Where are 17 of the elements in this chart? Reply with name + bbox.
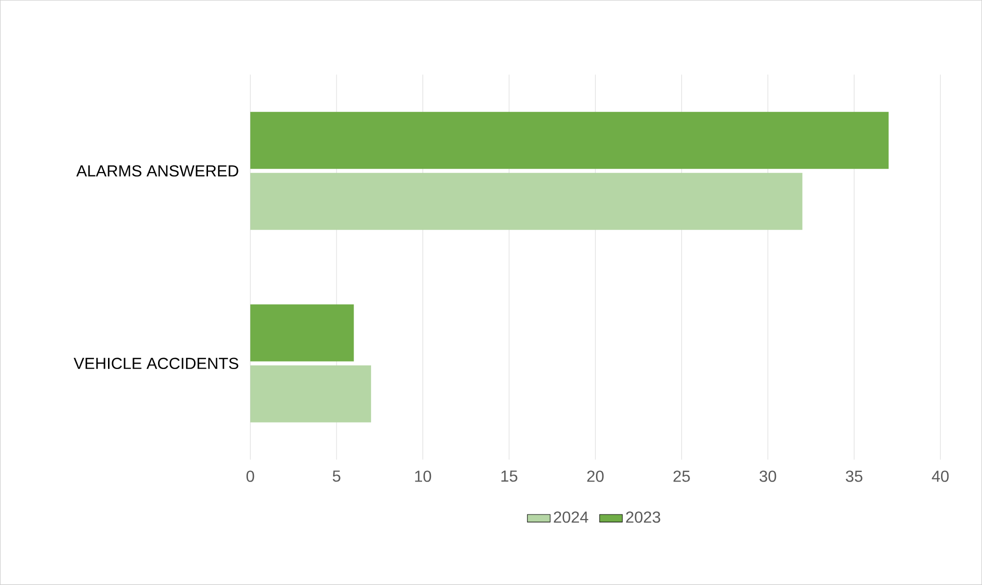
x-tick-label: 35 — [846, 470, 862, 482]
bar — [250, 365, 372, 422]
x-tick-label: 40 — [932, 470, 949, 482]
bar — [250, 172, 802, 230]
x-tick-label: 15 — [501, 470, 518, 482]
y-tick-label: ALARMS ANSWERED — [76, 165, 238, 177]
bar — [250, 304, 354, 362]
legend-label: 2023 — [626, 512, 660, 523]
x-tick-label: 10 — [415, 470, 432, 482]
x-tick-label: 0 — [246, 470, 254, 482]
y-tick-label: VEHICLE ACCIDENTS — [74, 358, 238, 370]
x-tick-label: 30 — [760, 470, 776, 482]
bar — [250, 112, 889, 169]
legend-label: 2024 — [554, 512, 588, 523]
x-tick-label: 20 — [587, 470, 604, 482]
x-tick-label: 25 — [674, 470, 690, 482]
x-tick-label: 5 — [332, 470, 340, 482]
